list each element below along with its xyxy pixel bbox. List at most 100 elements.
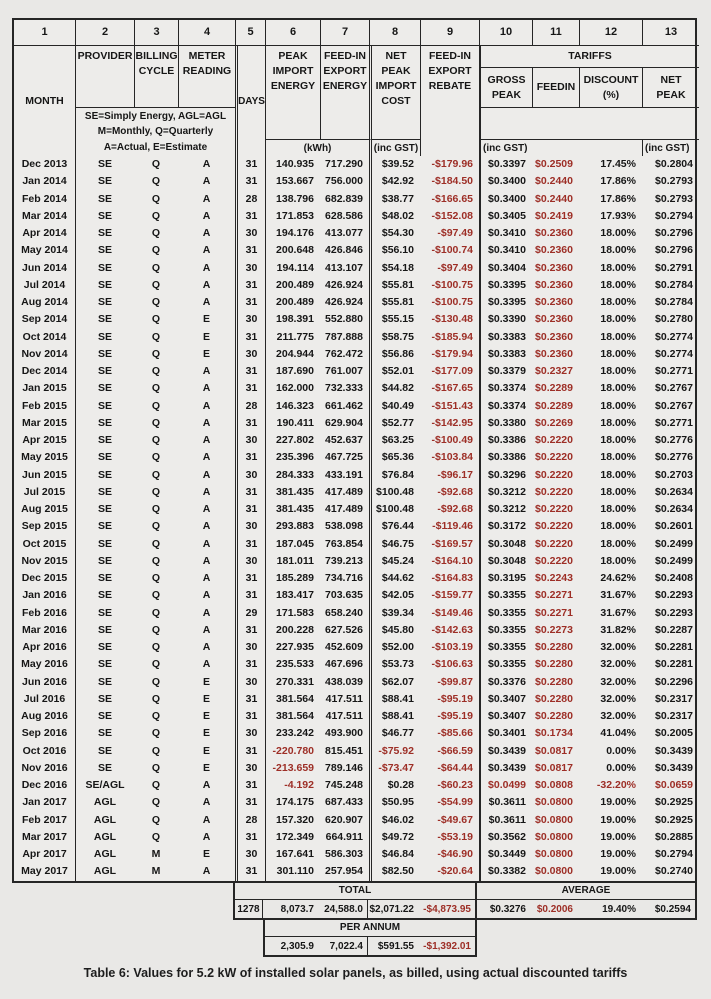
cell-discount: 32.00% <box>600 641 636 653</box>
cell-cycle: Q <box>151 606 161 619</box>
cell-provider: SE <box>75 397 134 415</box>
column-number: 9 <box>420 20 479 46</box>
cell-month: Jan 2016 <box>22 589 67 602</box>
cell-discount: 18.00% <box>600 227 636 239</box>
total-net-cost: $2,071.22 <box>367 899 418 920</box>
cell-gross: $0.3376 <box>479 673 532 691</box>
cell-cost: $88.41 <box>369 690 420 708</box>
cell-month: Oct 2016 <box>22 744 67 757</box>
cell-export: 717.290 <box>325 158 363 170</box>
cell-cycle: Q <box>151 313 161 326</box>
cell-import: 235.533 <box>265 656 320 674</box>
col-header-net-peak: NET PEAK <box>642 68 699 108</box>
cell-import: -4.192 <box>265 777 320 795</box>
cell-meter: E <box>202 675 210 688</box>
cell-provider: SE <box>75 759 134 777</box>
cell-rebate: -$151.43 <box>431 399 473 412</box>
cell-cycle: Q <box>151 692 161 705</box>
cell-provider: SE <box>75 380 134 398</box>
cell-cycle: Q <box>151 658 161 671</box>
cell-month: Dec 2016 <box>21 779 68 791</box>
cell-export: 452.637 <box>325 434 363 446</box>
cell-days: 31 <box>235 449 265 467</box>
cell-meter: E <box>202 710 210 722</box>
cell-export: 787.888 <box>325 330 363 343</box>
cell-days: 31 <box>235 587 265 605</box>
cell-net: $0.2776 <box>655 434 693 446</box>
cell-cycle: Q <box>151 158 161 170</box>
cell-gross: $0.3386 <box>479 449 532 467</box>
col-header-month: MONTH <box>25 94 64 107</box>
tariffs-blank-cell <box>479 108 699 139</box>
cell-net: $0.2776 <box>655 451 693 464</box>
cell-import: 381.435 <box>265 501 320 519</box>
cell-gross: $0.3380 <box>479 414 532 432</box>
per-annum-feedin-export: 7,022.4 <box>318 937 367 957</box>
column-number: 10 <box>479 20 532 46</box>
cell-month: Aug 2014 <box>21 296 68 308</box>
cell-export: 413.107 <box>325 261 363 274</box>
cell-cost: $46.84 <box>369 846 420 864</box>
cell-cycle: Q <box>151 554 161 567</box>
cell-export: 734.716 <box>325 572 363 584</box>
cell-cost: $46.77 <box>369 725 420 743</box>
cell-gross: $0.3404 <box>479 259 532 277</box>
cell-gross: $0.3407 <box>479 708 532 726</box>
cell-gross: $0.3296 <box>479 466 532 484</box>
cell-net: $0.0659 <box>655 779 693 791</box>
cell-days: 31 <box>235 380 265 398</box>
col-header-billing-cycle: BILLING CYCLE <box>134 46 178 108</box>
col-header-feedin-export-energy: FEED-IN EXPORT ENERGY <box>320 46 369 139</box>
cell-cycle: Q <box>151 641 161 653</box>
cell-net: $0.2804 <box>655 158 693 170</box>
cell-cycle: Q <box>151 503 161 515</box>
cell-import: 174.175 <box>265 794 320 812</box>
cell-net: $0.2601 <box>655 520 693 533</box>
cell-discount: 17.45% <box>600 158 636 170</box>
cell-export: 620.907 <box>325 813 363 826</box>
per-annum-net-cost: $591.55 <box>367 936 418 957</box>
cell-provider: SE <box>75 190 134 208</box>
cell-discount: 41.04% <box>600 727 636 740</box>
kwh-unit-label: (kWh) <box>265 139 369 156</box>
cell-provider: SE <box>75 570 134 588</box>
cell-feedin: $0.2440 <box>535 175 573 188</box>
cell-export: 762.472 <box>325 347 363 360</box>
cell-meter: A <box>202 572 211 584</box>
cell-days: 31 <box>235 777 265 795</box>
cell-provider: SE <box>75 552 134 570</box>
cell-meter: A <box>202 485 211 498</box>
cell-cost: $76.44 <box>369 518 420 536</box>
cell-meter: A <box>202 503 211 515</box>
cell-gross: $0.3382 <box>479 863 532 881</box>
cell-import: 185.289 <box>265 570 320 588</box>
cell-cost: $39.52 <box>369 156 420 174</box>
cell-month: Apr 2015 <box>22 434 67 446</box>
cell-provider: AGL <box>75 828 134 846</box>
cell-export: 426.846 <box>325 244 363 257</box>
cell-import: 200.228 <box>265 621 320 639</box>
cell-month: Jul 2016 <box>23 692 66 705</box>
cell-export: 438.039 <box>325 675 363 688</box>
cell-provider: SE <box>75 294 134 312</box>
average-label: AVERAGE <box>477 882 697 900</box>
cell-meter: A <box>202 158 211 170</box>
cell-rebate: -$179.94 <box>431 347 473 360</box>
cell-meter: E <box>202 692 210 705</box>
column-number: 1 <box>14 20 75 46</box>
cell-import: 140.935 <box>265 156 320 174</box>
cell-gross: $0.3374 <box>479 397 532 415</box>
cell-month: Aug 2015 <box>21 503 68 515</box>
col-header-peak-import-energy: PEAK IMPORT ENERGY <box>265 46 320 139</box>
cell-feedin: $0.0800 <box>535 865 573 878</box>
cell-rebate: -$130.48 <box>431 313 473 326</box>
cell-rebate: -$184.50 <box>431 175 473 188</box>
cell-meter: A <box>202 813 211 826</box>
cell-net: $0.2925 <box>655 796 693 809</box>
cell-rebate: -$49.67 <box>437 813 473 826</box>
cell-meter: A <box>202 278 211 291</box>
average-feedin-tariff: $0.2006 <box>530 900 577 920</box>
cell-days: 31 <box>235 156 265 174</box>
cell-feedin: $0.0800 <box>535 830 573 843</box>
cell-net: $0.2784 <box>655 278 693 291</box>
